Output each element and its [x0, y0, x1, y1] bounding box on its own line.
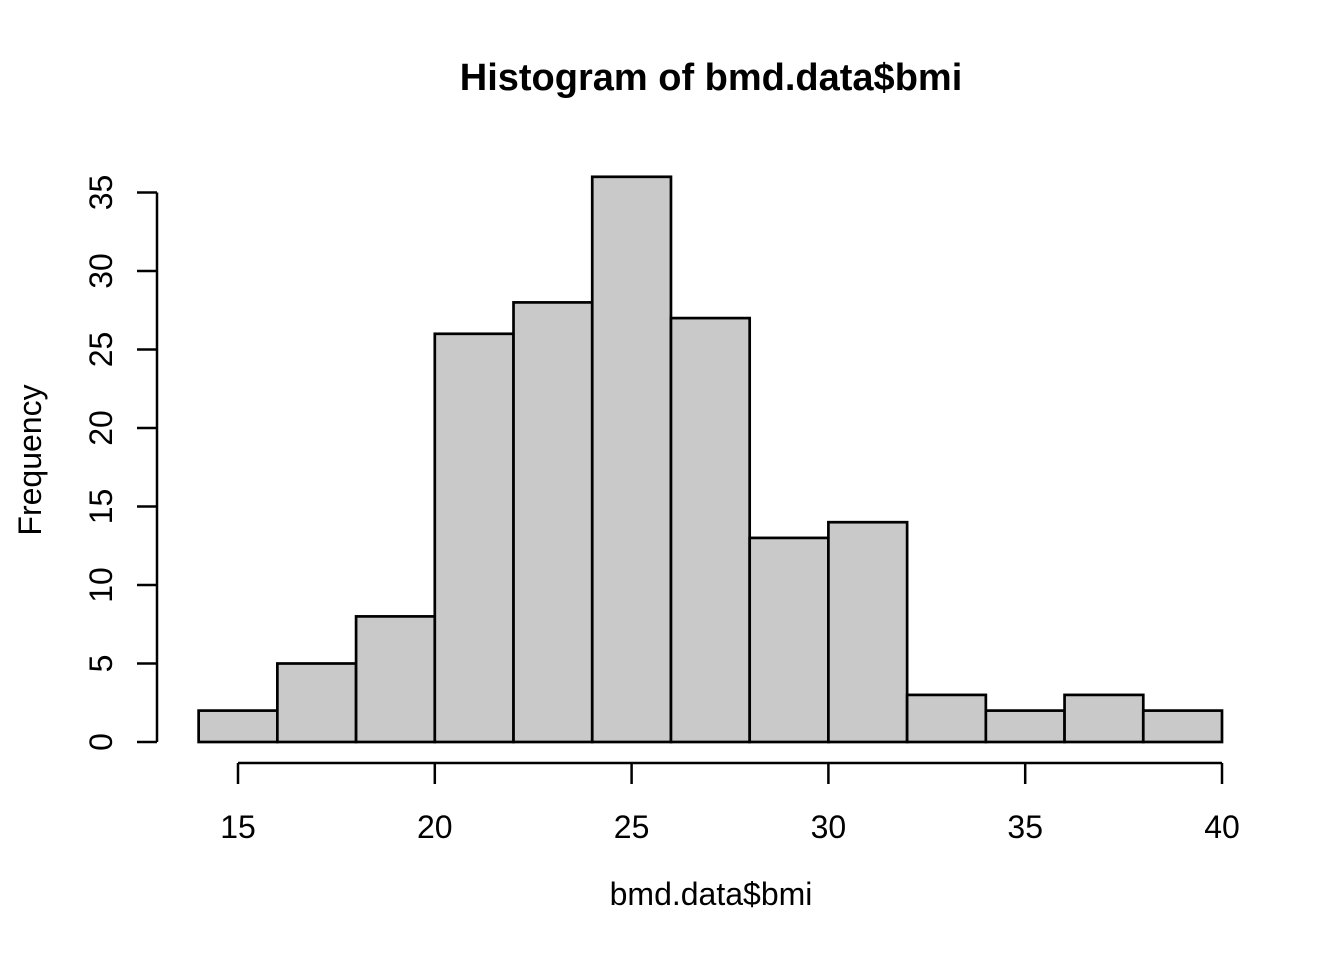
histogram-bar — [276, 662, 358, 744]
x-tick-label: 20 — [417, 809, 453, 845]
histogram-bar — [512, 301, 594, 744]
y-tick-label: 5 — [83, 655, 119, 673]
y-tick-label: 15 — [83, 489, 119, 525]
histogram-bar — [748, 536, 830, 744]
histogram-bar — [590, 175, 673, 744]
x-tick-label: 25 — [614, 809, 650, 845]
y-axis-label: Frequency — [12, 384, 48, 536]
x-tick-label: 30 — [811, 809, 847, 845]
histogram-bar — [669, 316, 752, 744]
y-tick-label: 10 — [83, 567, 119, 603]
chart-title: Histogram of bmd.data$bmi — [459, 57, 963, 99]
y-tick-label: 25 — [83, 332, 119, 368]
histogram-bar — [433, 332, 515, 744]
x-tick-label: 40 — [1204, 809, 1240, 845]
histogram-bar — [197, 709, 279, 744]
histogram-bar — [984, 709, 1066, 744]
x-tick-label: 15 — [220, 809, 256, 845]
histogram-bar — [1141, 709, 1224, 744]
y-tick-label: 30 — [83, 253, 119, 289]
histogram-bar — [354, 615, 437, 744]
x-axis-label: bmd.data$bmi — [609, 876, 813, 912]
y-tick-label: 0 — [83, 733, 119, 751]
x-tick-label: 35 — [1007, 809, 1043, 845]
histogram-bar — [827, 520, 909, 744]
histogram-bar — [905, 693, 988, 744]
histogram-bar — [1063, 693, 1145, 744]
y-tick-label: 35 — [83, 175, 119, 211]
y-tick-label: 20 — [83, 410, 119, 446]
